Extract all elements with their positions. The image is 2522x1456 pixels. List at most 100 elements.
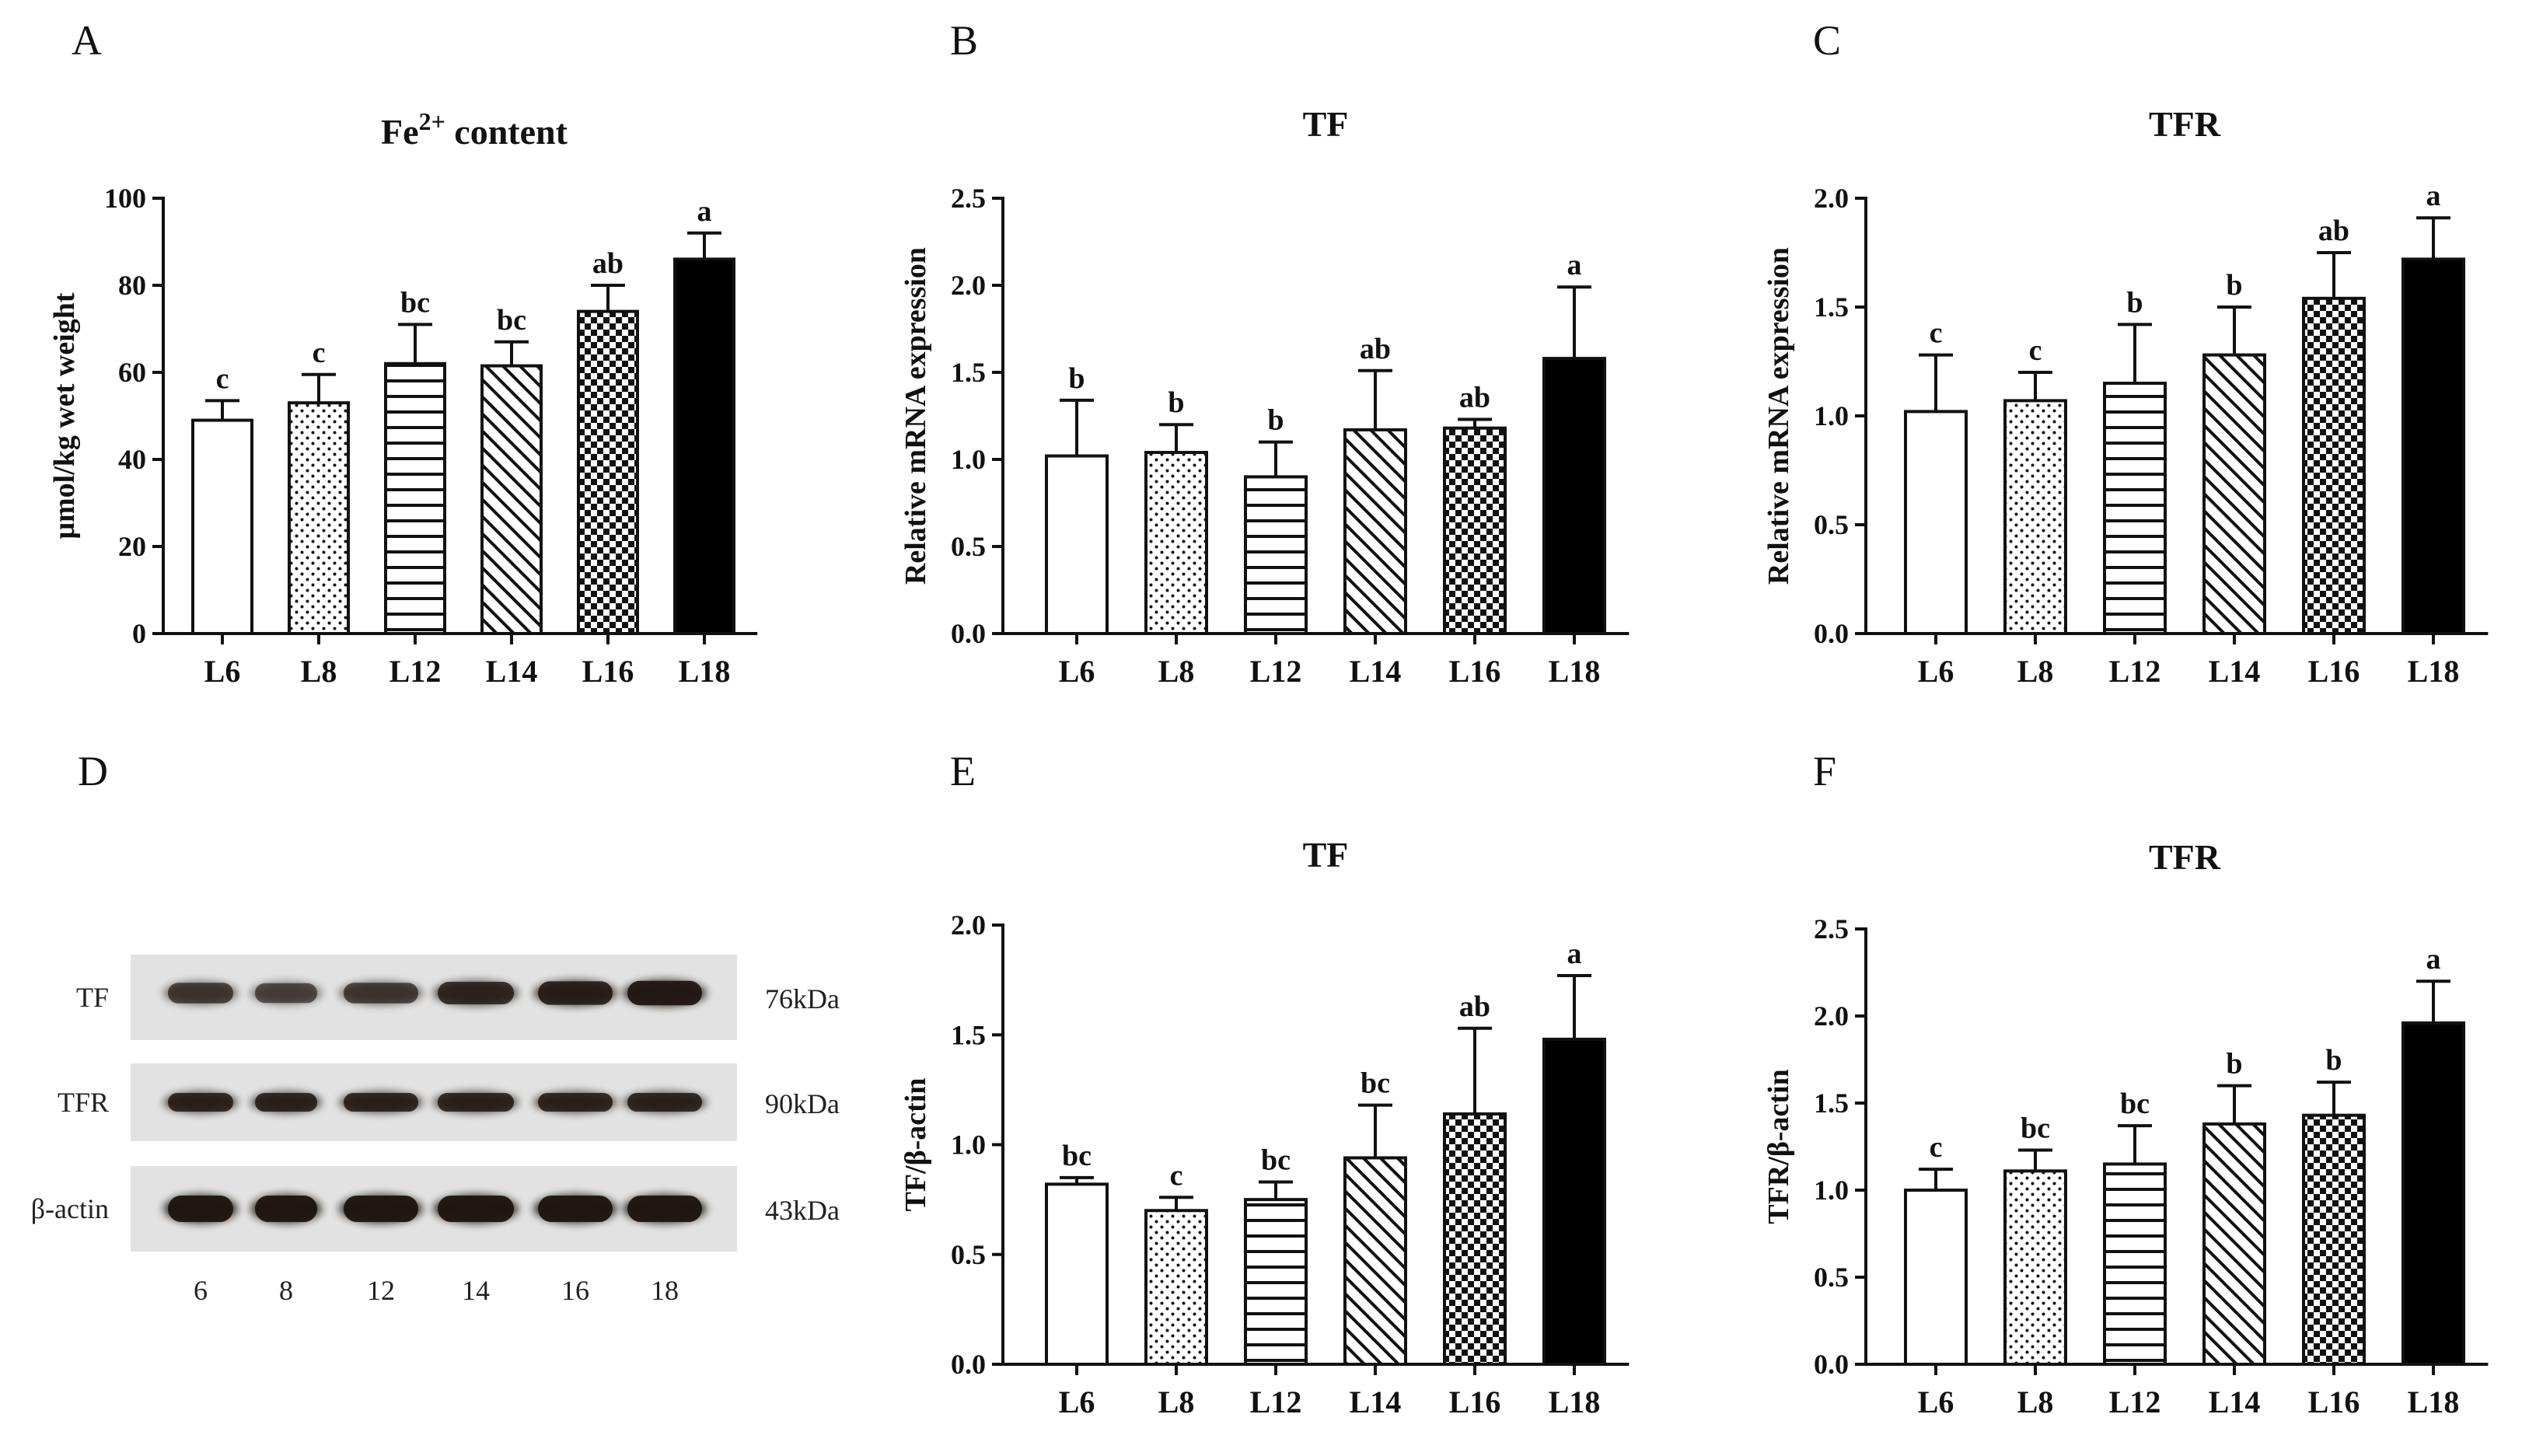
blot-band xyxy=(344,1196,418,1222)
significance-letter: a xyxy=(697,195,712,228)
significance-letter: c xyxy=(216,362,229,395)
panel-letter-a: A xyxy=(72,17,102,64)
y-tick-label: 1.0 xyxy=(1814,1175,1849,1206)
y-tick-label: 0.0 xyxy=(951,618,986,649)
significance-letter: c xyxy=(2029,334,2042,367)
y-tick-label: 0.5 xyxy=(951,531,986,562)
blot-lane-label: 12 xyxy=(367,1275,395,1306)
significance-letter: ab xyxy=(2318,215,2349,247)
bar-l6 xyxy=(1045,1182,1109,1366)
blot-lane-label: 14 xyxy=(462,1275,490,1306)
bar-l12 xyxy=(1244,475,1308,636)
y-tick-label: 1.5 xyxy=(1814,1088,1849,1119)
significance-letter: c xyxy=(1170,1159,1183,1192)
x-tick-label: L8 xyxy=(1158,654,1195,689)
y-tick-label: 80 xyxy=(118,270,146,301)
bar-l14 xyxy=(2202,353,2266,635)
blot-band xyxy=(627,980,702,1006)
bar-l18 xyxy=(1542,1037,1606,1367)
blot-protein-label: TFR xyxy=(58,1087,109,1118)
y-tick-label: 1.0 xyxy=(1814,400,1849,431)
significance-letter: bc xyxy=(2021,1112,2050,1144)
y-tick-label: 0.5 xyxy=(1814,1262,1849,1293)
y-tick-label: 0.5 xyxy=(1814,509,1849,540)
x-tick-label: L12 xyxy=(2109,654,2161,689)
significance-letter: bc xyxy=(2120,1088,2150,1120)
bar-l12 xyxy=(384,361,446,635)
y-axis-title: TF/β-actin xyxy=(899,1077,932,1211)
significance-letter: bc xyxy=(1361,1067,1390,1100)
bar-l8 xyxy=(2003,1169,2067,1366)
significance-letter: b xyxy=(2226,269,2242,302)
x-tick-label: L18 xyxy=(1549,1384,1601,1419)
y-tick-label: 1.0 xyxy=(951,1130,986,1161)
y-tick-label: 2.5 xyxy=(1814,913,1849,944)
x-tick-label: L8 xyxy=(2017,1384,2054,1419)
y-tick-label: 1.5 xyxy=(951,1019,986,1050)
significance-letter: b xyxy=(1168,386,1184,419)
x-tick-label: L6 xyxy=(1059,654,1095,689)
chart-title: TF xyxy=(1303,104,1349,144)
bar-l16 xyxy=(2302,1113,2366,1367)
blot-band xyxy=(344,1093,418,1112)
x-tick-label: L12 xyxy=(1250,654,1302,689)
x-tick-label: L14 xyxy=(486,654,538,689)
y-tick-label: 2.0 xyxy=(1814,1000,1849,1032)
blot-band xyxy=(438,982,514,1004)
significance-letter: ab xyxy=(1459,990,1490,1023)
blot-kda-label: 43kDa xyxy=(765,1195,840,1226)
y-tick-label: 2.0 xyxy=(951,910,986,941)
significance-letter: a xyxy=(1567,249,1582,281)
y-axis-title: Relative mRNA expression xyxy=(1762,247,1795,585)
chart-fe-content: Fe2+ content 0 20 40 60 80 100 μmol/kg wet weig… xyxy=(48,107,758,689)
blot-protein-label: β-actin xyxy=(31,1193,109,1224)
x-tick-label: L14 xyxy=(1350,654,1402,689)
y-axis-title: Relative mRNA expression xyxy=(899,247,932,585)
bar-l12 xyxy=(2103,1162,2167,1367)
chart-tf-mrna: TF 0.0 0.5 1.0 1.5 2.0 2.5 Relative mRNA expres… xyxy=(899,104,1630,689)
panel-letter-c: C xyxy=(1813,17,1841,64)
x-tick-label: L16 xyxy=(582,654,634,689)
blot-band xyxy=(538,1196,613,1222)
x-tick-label: L16 xyxy=(1449,654,1501,689)
x-tick-label: L18 xyxy=(679,654,731,689)
panel-letter-e: E xyxy=(950,748,976,794)
significance-letter: b xyxy=(2226,1048,2242,1081)
x-tick-label: L6 xyxy=(204,654,241,689)
western-blot: TF 76kDa TFR 90kDa β-actin 43kDa 6 8 12 14 16 18 xyxy=(31,955,840,1306)
blot-band xyxy=(168,1196,233,1222)
y-axis-title: TFR/β-actin xyxy=(1762,1069,1795,1224)
chart-tfr-protein: TFR 0.0 0.5 1.0 1.5 2.0 2.5 TFR/β-actin c L6 bc L8 b… xyxy=(1762,837,2489,1419)
x-tick-label: L16 xyxy=(2308,654,2360,689)
x-tick-label: L14 xyxy=(1350,1384,1402,1419)
significance-letter: a xyxy=(2426,180,2441,212)
significance-letter: b xyxy=(1267,404,1284,437)
x-tick-label: L6 xyxy=(1918,1384,1954,1419)
significance-letter: bc xyxy=(1062,1140,1092,1172)
significance-letter: a xyxy=(1567,937,1582,970)
significance-letter: b xyxy=(2325,1044,2342,1077)
blot-band xyxy=(438,1196,514,1222)
bar-l14 xyxy=(2202,1122,2266,1366)
bar-l12 xyxy=(2103,382,2167,635)
blot-band xyxy=(255,1093,317,1112)
blot-kda-label: 76kDa xyxy=(765,983,840,1014)
y-tick-label: 0.0 xyxy=(1814,1349,1849,1380)
blot-lane-label: 8 xyxy=(279,1275,293,1306)
chart-title: Fe2+ content xyxy=(381,107,568,152)
bar-l12 xyxy=(1244,1198,1308,1366)
significance-letter: bc xyxy=(497,304,526,337)
x-tick-label: L18 xyxy=(1549,654,1601,689)
bar-l8 xyxy=(2003,399,2067,636)
bar-l16 xyxy=(577,309,639,635)
y-tick-label: 40 xyxy=(118,444,146,475)
blot-band xyxy=(168,983,233,1004)
bar-l6 xyxy=(191,418,253,635)
significance-letter: c xyxy=(313,337,326,369)
chart-title: TFR xyxy=(2149,837,2221,877)
significance-letter: ab xyxy=(592,247,624,280)
x-tick-label: L12 xyxy=(1250,1384,1302,1419)
blot-band xyxy=(627,1196,702,1222)
chart-title: TFR xyxy=(2149,104,2221,144)
bar-l6 xyxy=(1904,410,1968,636)
